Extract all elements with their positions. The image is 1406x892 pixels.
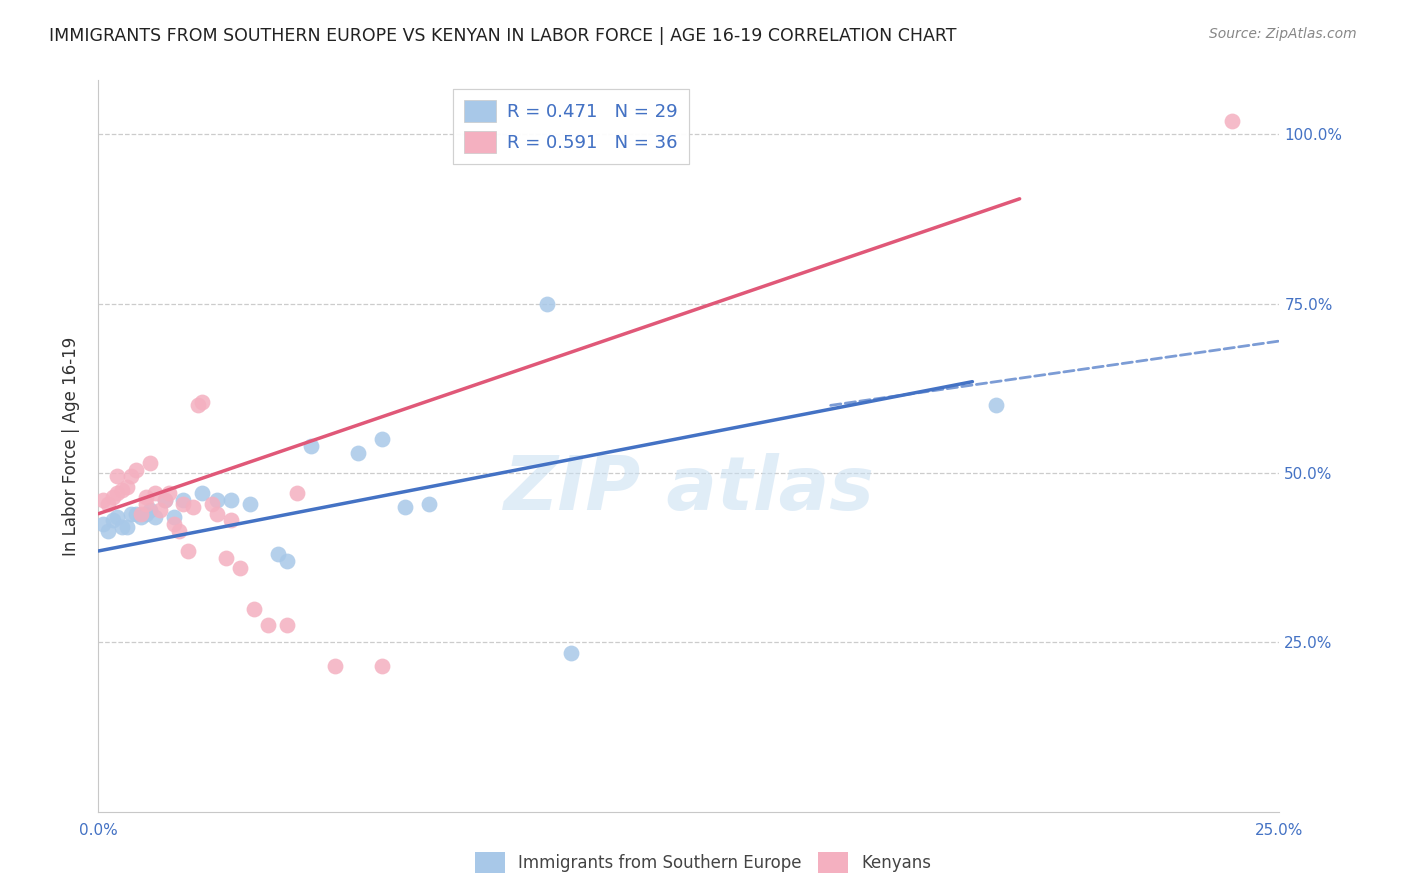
Point	[125, 507, 148, 521]
Point	[97, 497, 120, 511]
Point	[243, 601, 266, 615]
Point	[115, 480, 138, 494]
Point	[229, 561, 252, 575]
Point	[157, 486, 180, 500]
Point	[125, 463, 148, 477]
Point	[129, 510, 152, 524]
Point	[347, 446, 370, 460]
Point	[163, 516, 186, 531]
Point	[153, 493, 176, 508]
Y-axis label: In Labor Force | Age 16-19: In Labor Force | Age 16-19	[62, 336, 80, 556]
Point	[105, 510, 128, 524]
Point	[560, 646, 582, 660]
Point	[219, 514, 242, 528]
Point	[285, 486, 308, 500]
Point	[187, 398, 209, 412]
Point	[371, 432, 394, 446]
Point	[111, 520, 134, 534]
Point	[115, 520, 138, 534]
Text: Source: ZipAtlas.com: Source: ZipAtlas.com	[1209, 27, 1357, 41]
Point	[149, 503, 172, 517]
Point	[97, 524, 120, 538]
Point	[201, 497, 224, 511]
Point	[163, 510, 186, 524]
Point	[91, 493, 114, 508]
Text: IMMIGRANTS FROM SOUTHERN EUROPE VS KENYAN IN LABOR FORCE | AGE 16-19 CORRELATION: IMMIGRANTS FROM SOUTHERN EUROPE VS KENYA…	[49, 27, 956, 45]
Point	[239, 497, 262, 511]
Point	[111, 483, 134, 497]
Legend: R = 0.471   N = 29, R = 0.591   N = 36: R = 0.471 N = 29, R = 0.591 N = 36	[453, 89, 689, 164]
Point	[143, 510, 166, 524]
Point	[276, 554, 298, 568]
Text: ZIP atlas: ZIP atlas	[503, 453, 875, 526]
Point	[177, 544, 200, 558]
Point	[1220, 114, 1243, 128]
Point	[121, 469, 143, 483]
Point	[91, 516, 114, 531]
Point	[323, 659, 346, 673]
Point	[139, 456, 162, 470]
Point	[135, 490, 157, 504]
Point	[205, 493, 228, 508]
Point	[394, 500, 416, 514]
Point	[101, 514, 124, 528]
Point	[205, 507, 228, 521]
Point	[101, 490, 124, 504]
Point	[167, 524, 190, 538]
Point	[267, 547, 290, 561]
Point	[129, 507, 152, 521]
Legend: Immigrants from Southern Europe, Kenyans: Immigrants from Southern Europe, Kenyans	[468, 846, 938, 880]
Point	[191, 395, 214, 409]
Point	[257, 618, 280, 632]
Point	[135, 507, 157, 521]
Point	[418, 497, 440, 511]
Point	[984, 398, 1007, 412]
Point	[191, 486, 214, 500]
Point	[215, 550, 238, 565]
Point	[121, 507, 143, 521]
Point	[181, 500, 204, 514]
Point	[139, 503, 162, 517]
Point	[299, 439, 322, 453]
Point	[105, 486, 128, 500]
Point	[105, 469, 128, 483]
Point	[172, 497, 194, 511]
Point	[219, 493, 242, 508]
Point	[172, 493, 194, 508]
Point	[135, 497, 157, 511]
Point	[371, 659, 394, 673]
Point	[153, 493, 176, 508]
Point	[276, 618, 298, 632]
Point	[143, 486, 166, 500]
Point	[536, 297, 558, 311]
